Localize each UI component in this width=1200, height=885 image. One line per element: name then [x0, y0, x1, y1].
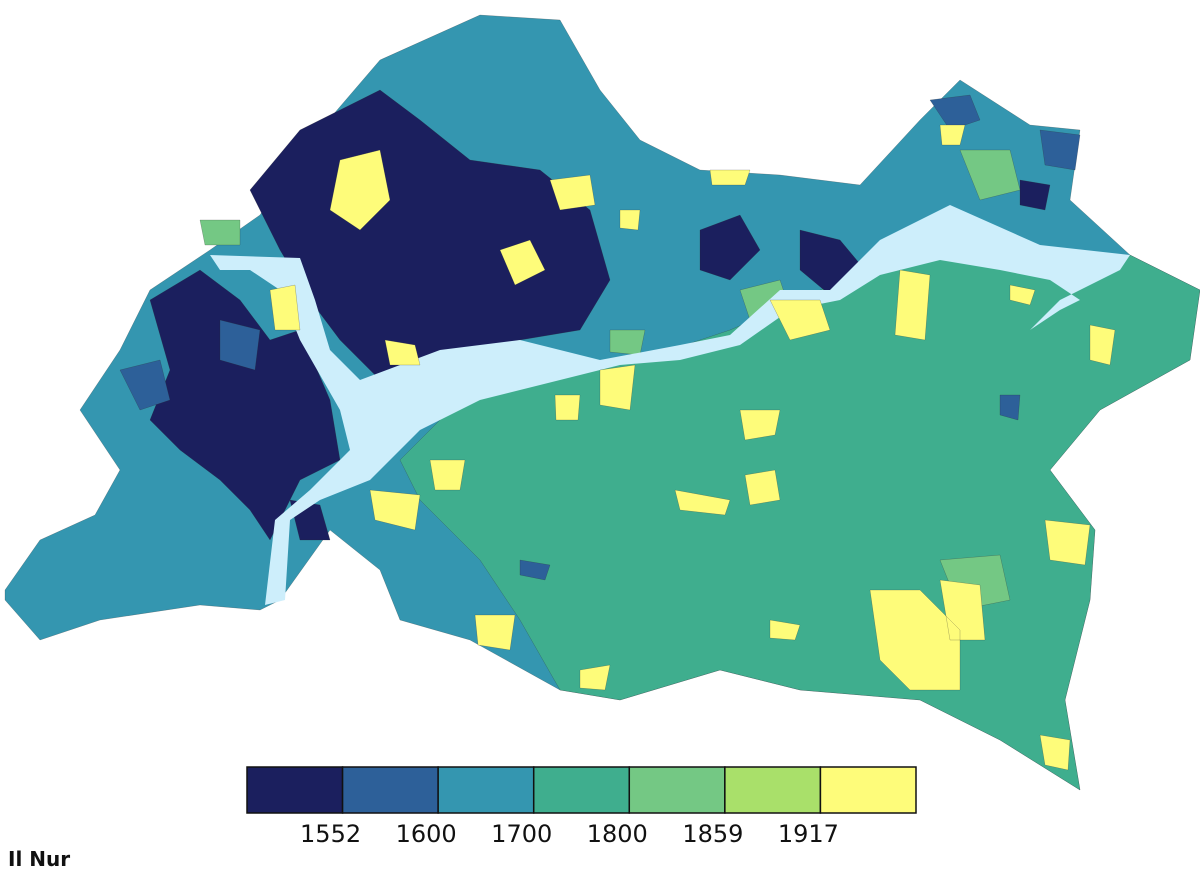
legend-swatch — [724, 766, 822, 814]
legend-swatch — [246, 766, 344, 814]
legend: 1552 1600 1700 1800 1859 1917 — [246, 766, 917, 848]
legend-swatch — [628, 766, 726, 814]
region — [149, 269, 341, 541]
legend-tick-label: 1600 — [396, 820, 457, 848]
lake — [210, 205, 1130, 605]
legend-tick-label: 1917 — [778, 820, 839, 848]
legend-tick-label: 1700 — [491, 820, 552, 848]
region — [269, 124, 1116, 771]
legend-tick-label: 1800 — [587, 820, 648, 848]
legend-tick-label: 1859 — [682, 820, 743, 848]
legend-swatch — [532, 766, 631, 814]
legend-swatch — [819, 766, 917, 814]
map-title: Il Nur — [8, 847, 70, 871]
region — [119, 94, 1081, 581]
legend-swatch — [437, 766, 535, 814]
legend-swatch — [341, 766, 439, 814]
legend-tick-label: 1552 — [300, 820, 361, 848]
map — [4, 14, 1200, 791]
